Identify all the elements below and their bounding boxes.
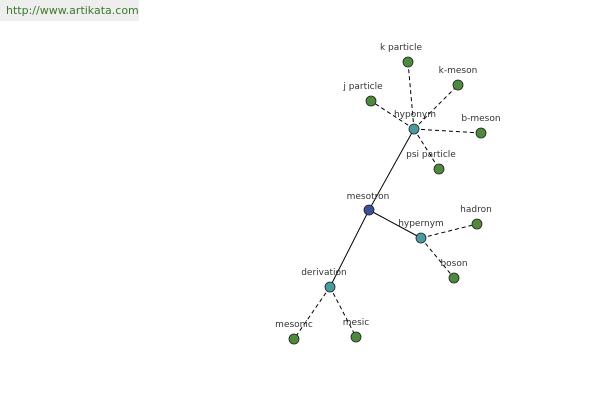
node-label[interactable]: mesonic — [275, 320, 313, 330]
node[interactable] — [415, 232, 427, 244]
edge — [413, 128, 482, 134]
edge — [329, 209, 370, 288]
node[interactable] — [288, 333, 300, 345]
node-label[interactable]: mesic — [343, 318, 369, 328]
node-label[interactable]: k-meson — [439, 66, 478, 76]
node-label[interactable]: k particle — [380, 43, 422, 53]
node-label[interactable]: derivation — [301, 268, 347, 278]
node-label[interactable]: hadron — [460, 205, 492, 215]
edge — [370, 100, 415, 130]
node[interactable] — [475, 127, 487, 139]
node[interactable] — [350, 331, 362, 343]
node[interactable] — [402, 56, 414, 68]
node[interactable] — [471, 218, 483, 230]
node[interactable] — [363, 204, 375, 216]
node-label[interactable]: boson — [440, 259, 467, 269]
node[interactable] — [365, 95, 377, 107]
node[interactable] — [452, 79, 464, 91]
edge — [368, 128, 415, 211]
edge — [407, 61, 415, 130]
edge — [413, 128, 440, 170]
node-label[interactable]: hyponym — [394, 110, 436, 120]
node-label[interactable]: mesotron — [347, 192, 390, 202]
edge — [293, 286, 331, 340]
node[interactable] — [408, 123, 420, 135]
edge — [413, 84, 459, 130]
node-label[interactable]: j particle — [342, 82, 383, 92]
node-label[interactable]: hypernym — [398, 219, 444, 229]
site-url[interactable]: http://www.artikata.com — [0, 0, 139, 21]
node[interactable] — [324, 281, 336, 293]
node[interactable] — [448, 272, 460, 284]
edge — [368, 209, 422, 239]
edge — [420, 237, 455, 279]
node-label[interactable]: psi particle — [406, 150, 456, 160]
edge — [329, 286, 357, 338]
edge — [420, 223, 478, 239]
node-label[interactable]: b-meson — [461, 114, 500, 124]
node[interactable] — [433, 163, 445, 175]
